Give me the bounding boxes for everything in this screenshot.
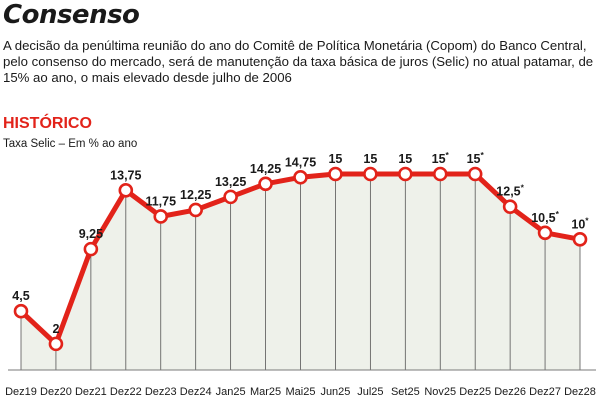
data-point-mar25	[258, 176, 273, 192]
data-point-jun25	[328, 166, 343, 182]
tick-label-dez26: Dez26	[494, 386, 526, 398]
data-labels: 4,5 2 9,25 13,75 11,75 12,25 13,25 14,25 14,75 15…	[12, 150, 589, 336]
tick-label-mar25: Mar25	[250, 386, 281, 398]
tick-label-dez25: Dez25	[459, 386, 491, 398]
data-point-dez23	[153, 209, 169, 224]
chart-title: HISTÓRICO	[3, 115, 92, 132]
data-label-dez23: 11,75	[145, 194, 176, 208]
data-point-dez22	[118, 183, 134, 198]
chart-subtitle: Taxa Selic – Em % ao ano	[3, 138, 138, 150]
data-label-dez19: 4,5	[12, 289, 29, 303]
data-point-dez26	[502, 199, 518, 214]
tick-label-dez23: Dez23	[145, 386, 177, 398]
data-point-dez27	[537, 225, 553, 241]
data-point-mai25	[293, 169, 308, 185]
data-point-jul25	[363, 166, 378, 182]
data-label-nov25: 15*	[432, 150, 450, 166]
data-point-dez20	[48, 336, 64, 352]
data-point-set25	[398, 166, 413, 182]
tick-label-nov25: Nov25	[424, 386, 456, 398]
data-point-dez28	[572, 232, 588, 247]
data-point-dez19	[13, 303, 29, 319]
data-label-set25: 15	[398, 152, 412, 166]
tick-label-dez27: Dez27	[529, 386, 561, 398]
data-point-dez21	[83, 241, 99, 257]
tick-label-jul25: Jul25	[357, 386, 383, 398]
data-label-dez24: 12,25	[180, 188, 211, 202]
data-label-jan25: 13,25	[215, 175, 246, 189]
data-label-jun25: 15	[328, 152, 342, 166]
description-text: A decisão da penúltima reunião do ano do…	[3, 38, 594, 85]
tick-label-jun25: Jun25	[320, 386, 350, 398]
data-label-mai25: 14,75	[285, 155, 316, 169]
data-label-dez28: 10*	[571, 215, 589, 231]
data-point-dez25	[467, 166, 483, 182]
tick-label-dez20: Dez20	[40, 386, 72, 398]
data-label-dez20: 2	[52, 322, 59, 336]
page-title: Consenso	[3, 0, 140, 30]
tick-label-dez19: Dez19	[5, 386, 37, 398]
tick-label-mai25: Mai25	[286, 386, 316, 398]
tick-label-dez28: Dez28	[564, 386, 596, 398]
tick-label-dez22: Dez22	[110, 386, 142, 398]
tick-label-dez21: Dez21	[75, 386, 107, 398]
data-label-dez21: 9,25	[79, 227, 103, 241]
data-label-dez22: 13,75	[110, 168, 141, 182]
data-label-jul25: 15	[363, 152, 377, 166]
data-label-dez27: 10,5*	[531, 209, 559, 225]
tick-label-jan25: Jan25	[216, 386, 246, 398]
data-point-nov25	[432, 166, 448, 182]
tick-label-dez24: Dez24	[180, 386, 212, 398]
data-label-dez26: 12,5*	[496, 183, 524, 199]
data-point-dez24	[188, 202, 203, 218]
x-tick-labels: Dez19 Dez20 Dez21 Dez22 Dez23 Dez24 Jan25 Mar25…	[5, 386, 596, 398]
data-point-jan25	[223, 189, 238, 205]
data-label-mar25: 14,25	[250, 162, 281, 176]
tick-label-set25: Set25	[391, 386, 420, 398]
vertical-guides	[20, 174, 581, 370]
data-label-dez25: 15*	[467, 150, 485, 166]
data-points	[13, 166, 588, 352]
